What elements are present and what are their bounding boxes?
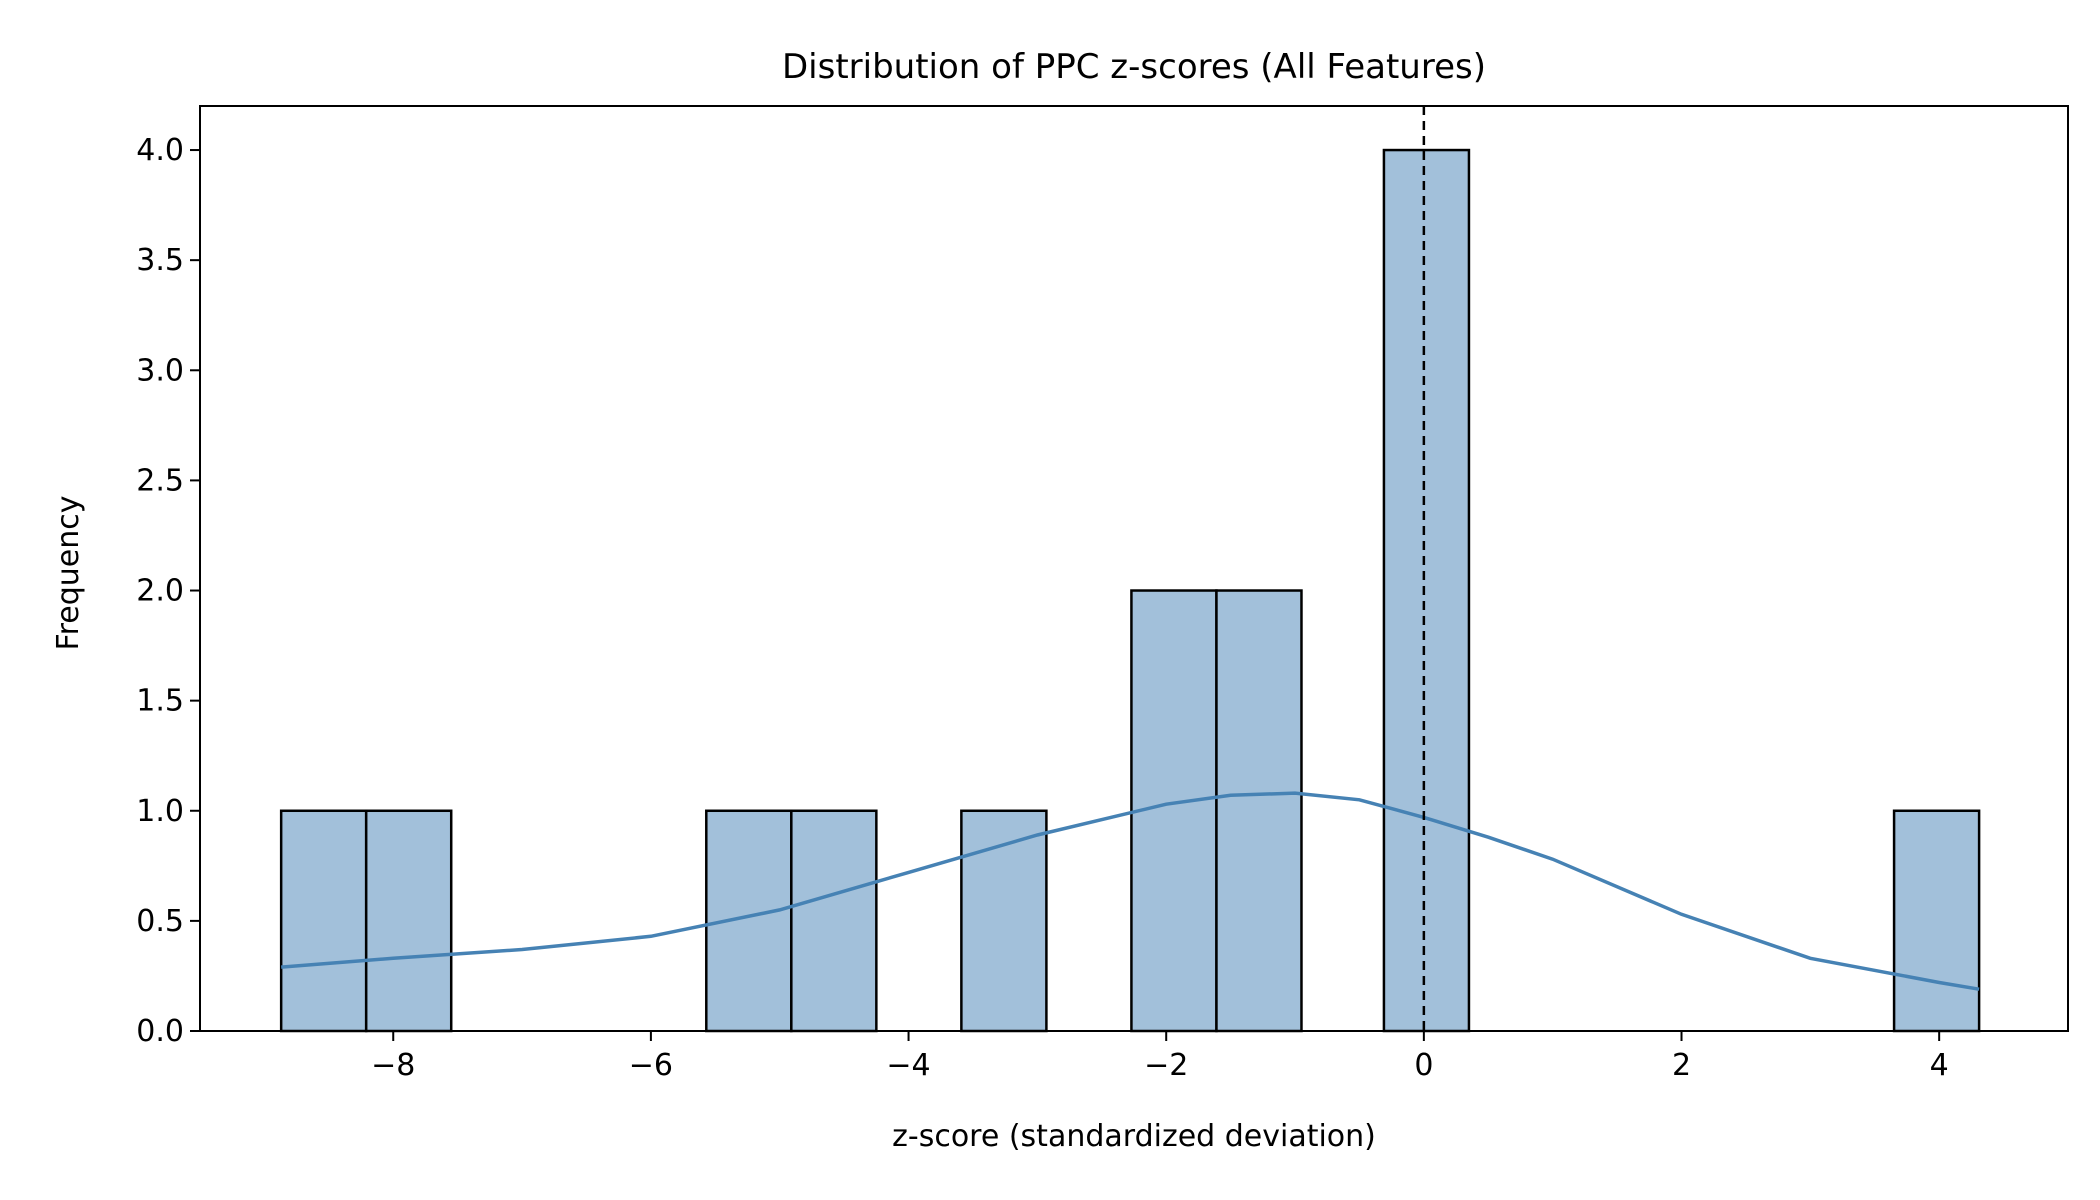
plot-area-frame — [199, 105, 2069, 1032]
y-tick-label: 4.0 — [136, 133, 184, 168]
x-tick-label: −2 — [1144, 1048, 1188, 1083]
y-tick-label: 3.0 — [136, 353, 184, 388]
histogram-bar — [790, 809, 878, 1033]
x-axis-label: z-score (standardized deviation) — [892, 1119, 1376, 1154]
histogram-bar — [1215, 589, 1303, 1033]
x-tick-label: −4 — [886, 1048, 930, 1083]
histogram-bars — [279, 148, 1981, 1033]
x-tick-label: 2 — [1672, 1048, 1691, 1083]
histogram-bar — [1892, 809, 1981, 1033]
chart-title: Distribution of PPC z-scores (All Featur… — [782, 47, 1486, 87]
x-axis-ticks: −8 −6 −4 −2 0 2 4 — [371, 1031, 1949, 1083]
x-tick-label: 4 — [1930, 1048, 1949, 1083]
histogram-bar — [364, 809, 453, 1033]
histogram-bar — [1382, 148, 1471, 1033]
y-axis-ticks: 0.0 0.5 1.0 1.5 2.0 2.5 3.0 3.5 4.0 — [136, 133, 200, 1049]
kde-curve — [281, 791, 1980, 991]
y-tick-label: 1.5 — [136, 684, 184, 719]
histogram-bar — [279, 809, 368, 1033]
y-tick-label: 0.0 — [136, 1014, 184, 1049]
y-tick-label: 0.5 — [136, 904, 184, 939]
x-tick-label: −6 — [629, 1048, 673, 1083]
y-tick-label: 2.5 — [136, 463, 184, 498]
histogram-bar — [960, 809, 1048, 1033]
y-axis-label: Frequency — [51, 496, 86, 651]
y-tick-label: 2.0 — [136, 574, 184, 609]
x-tick-label: −8 — [371, 1048, 415, 1083]
y-tick-label: 1.0 — [136, 794, 184, 829]
y-tick-label: 3.5 — [136, 243, 184, 278]
x-tick-label: 0 — [1414, 1048, 1433, 1083]
